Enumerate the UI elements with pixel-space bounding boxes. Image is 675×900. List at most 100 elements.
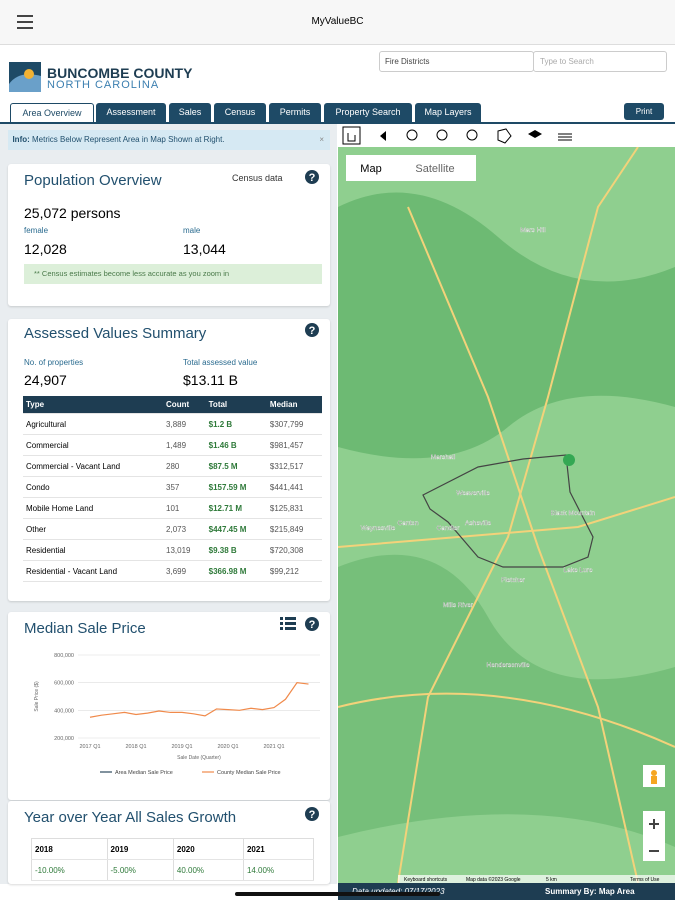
table-row: Agricultural 3,889 $1.2 B $307,799	[23, 413, 322, 435]
map-shortcuts[interactable]: Keyboard shortcuts	[404, 877, 448, 883]
table-cell: 3,889	[163, 413, 206, 435]
total-label: Total assessed value	[183, 358, 258, 367]
table-cell: $157.59 M	[205, 476, 267, 498]
properties-count: 24,907	[24, 372, 67, 388]
layer-select[interactable]: Fire Districts	[379, 51, 534, 72]
series-line	[89, 682, 309, 718]
tab[interactable]: Area Overview	[10, 103, 94, 123]
table-row: Commercial - Vacant Land 280 $87.5 M $312,5…	[23, 455, 322, 477]
county-name: BUNCOMBE COUNTY	[47, 65, 193, 81]
table-cell: $441,441	[266, 476, 322, 498]
tab[interactable]: Assessment	[96, 103, 166, 122]
x-tick-label: 2020 Q1	[217, 744, 238, 750]
table-cell: 1,489	[163, 434, 206, 456]
table-cell: Commercial - Vacant Land	[23, 455, 164, 477]
header-cell: Median	[266, 396, 322, 414]
table-row: Mobile Home Land 101 $12.71 M $125,831	[23, 497, 322, 519]
census-link[interactable]: Census data	[232, 173, 283, 183]
table-cell: $366.98 M	[205, 560, 267, 582]
table-cell: $720,308	[266, 539, 322, 561]
table-header: 2018 2019 2020 2021	[31, 838, 315, 860]
menu-button[interactable]	[17, 15, 35, 29]
table-cell: $215,849	[266, 518, 322, 540]
table-cell: Condo	[23, 476, 164, 498]
male-count: 13,044	[183, 241, 226, 257]
table-cell: Commercial	[23, 434, 164, 456]
map-attribution: Map data ©2023 Google	[466, 876, 521, 883]
place-label: Canton	[398, 520, 419, 527]
tab[interactable]: Permits	[269, 103, 321, 122]
place-label: Mills River	[443, 602, 474, 609]
table-cell: 357	[163, 476, 206, 498]
table-cell: $312,517	[266, 455, 322, 477]
info-label: Info:	[12, 135, 30, 144]
tab[interactable]: Sales	[169, 103, 211, 122]
tab[interactable]: Map Layers	[415, 103, 481, 122]
help-icon[interactable]: ?	[304, 322, 320, 338]
table-cell: $125,831	[266, 497, 322, 519]
help-icon[interactable]: ?	[304, 616, 320, 632]
table-cell: 101	[163, 497, 206, 519]
table-cell: $99,212	[266, 560, 322, 582]
summary-by: Summary By: Map Area	[545, 883, 635, 900]
place-label: Mars Hill	[520, 227, 546, 234]
map-tools[interactable]	[338, 125, 578, 147]
table-row: Condo 357 $157.59 M $441,441	[23, 476, 322, 498]
map-scale: 5 km	[546, 877, 557, 883]
table-cell: 40.00%	[173, 859, 244, 881]
tab[interactable]: Property Search	[324, 103, 412, 122]
tab-rule	[0, 122, 675, 124]
card-title: Population Overview	[24, 172, 162, 189]
x-axis-title: Sale Date (Quarter)	[177, 755, 221, 761]
header-cell: Count	[163, 396, 206, 414]
svg-text:?: ?	[309, 325, 316, 337]
y-tick-label: 800,000	[54, 653, 74, 659]
place-label: Weaverville	[456, 490, 490, 497]
legend-label: Area Median Sale Price	[115, 770, 173, 776]
place-label: Asheville	[465, 520, 491, 527]
table-cell: 13,019	[163, 539, 206, 561]
help-icon[interactable]: ?	[304, 806, 320, 822]
yoy-table: 2018 2019 2020 2021 -10.00% -5.00% 40.00% 14.00…	[31, 838, 315, 881]
table-row: -10.00% -5.00% 40.00% 14.00%	[31, 859, 315, 881]
x-tick-label: 2017 Q1	[79, 744, 100, 750]
summary-value: Map Area	[598, 887, 635, 896]
table-cell: Agricultural	[23, 413, 164, 435]
zoom-control[interactable]	[643, 811, 665, 861]
close-icon[interactable]: ×	[319, 135, 324, 144]
total-value: $13.11 B	[183, 372, 239, 388]
table-cell: -10.00%	[31, 859, 108, 881]
table-row: Commercial 1,489 $1.46 B $981,457	[23, 434, 322, 456]
yoy-card: Year over Year All Sales Growth ? 2018 20…	[8, 801, 330, 884]
info-text: Metrics Below Represent Area in Map Show…	[32, 135, 225, 144]
legend-label: County Median Sale Price	[217, 770, 281, 776]
place-label: Fletcher	[501, 577, 525, 584]
svg-text:?: ?	[309, 809, 316, 821]
map[interactable]: Map Satellite Marshall Weaverville Ashevil…	[338, 147, 675, 883]
table-cell: -5.00%	[107, 859, 174, 881]
state-name: NORTH CAROLINA	[47, 79, 160, 91]
list-icon[interactable]	[280, 617, 296, 631]
help-icon[interactable]: ?	[304, 169, 320, 185]
y-tick-label: 600,000	[54, 681, 74, 687]
x-tick-label: 2021 Q1	[263, 744, 284, 750]
map-type[interactable]: Satellite	[415, 163, 454, 175]
tab[interactable]: Census	[214, 103, 266, 122]
header-cell: 2019	[107, 838, 174, 860]
map-type-control[interactable]	[346, 155, 476, 181]
male-label: male	[183, 226, 201, 235]
table-cell: $87.5 M	[205, 455, 267, 477]
summary-label: Summary By:	[545, 887, 597, 896]
search-input[interactable]: Type to Search	[533, 51, 667, 72]
map-terms[interactable]: Terms of Use	[630, 877, 660, 883]
x-tick-label: 2019 Q1	[171, 744, 192, 750]
x-tick-label: 2018 Q1	[125, 744, 146, 750]
map-pin[interactable]	[563, 454, 575, 466]
map-type[interactable]: Map	[360, 163, 381, 175]
table-cell: 14.00%	[243, 859, 315, 881]
table-cell: Other	[23, 518, 164, 540]
print-button[interactable]: Print	[624, 103, 664, 120]
line-chart: 200,000 400,000 600,000 800,000 2017 Q1 2018 …	[34, 653, 320, 776]
